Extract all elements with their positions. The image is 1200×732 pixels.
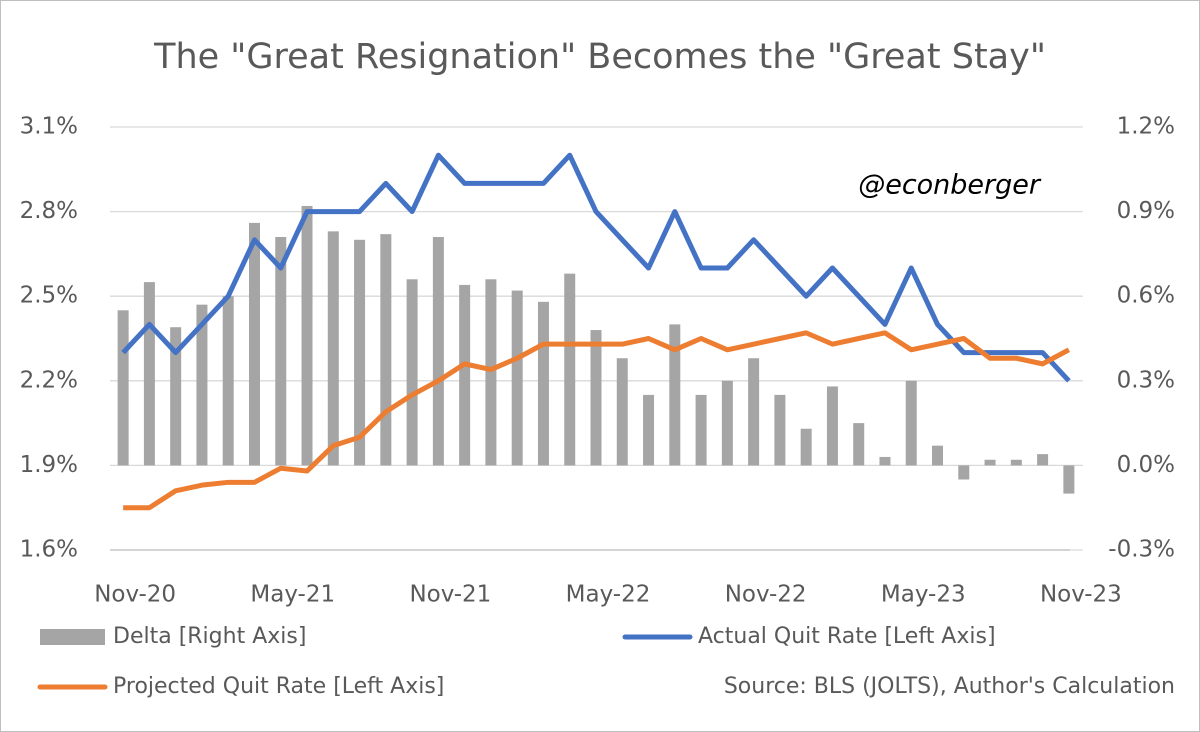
bar [196,304,208,466]
x-tick-label: May-21 [250,582,335,608]
bar [826,386,838,466]
bar [459,284,471,466]
bar [879,456,891,466]
bar [669,324,681,466]
bar [774,394,786,466]
bar [354,239,366,466]
bar [301,205,313,466]
y2-tick-label: 0.6% [1117,283,1175,309]
bar [327,231,339,466]
bar [564,273,576,466]
bar [695,394,707,466]
bar [143,282,155,466]
legend-label: Projected Quit Rate [Left Axis] [113,674,444,699]
line-series [123,330,1071,511]
x-tick-label: May-23 [881,582,966,608]
bar [432,236,444,466]
y-tick-label: 1.9% [20,452,78,478]
y2-tick-label: 0.3% [1117,367,1175,393]
bar [537,301,549,466]
bar [905,380,917,466]
bar [853,423,865,466]
bar [932,445,944,466]
bar [406,279,418,466]
bar [616,358,628,466]
legend-label: Actual Quit Rate [Left Axis] [698,624,996,649]
y-tick-label: 3.1% [20,114,78,140]
y-tick-label: 2.5% [20,283,78,309]
y2-tick-label: 0.0% [1117,452,1175,478]
chart-title: The "Great Resignation" Becomes the "Gre… [153,37,1046,77]
x-tick-label: Nov-20 [94,582,176,608]
bar [511,290,523,466]
x-tick-label: Nov-22 [725,582,807,608]
bar [748,358,760,466]
bar [248,222,260,466]
y-tick-label: 1.6% [20,537,78,563]
bar [117,310,129,466]
y-tick-label: 2.2% [20,367,78,393]
bar [222,296,234,466]
bar [170,327,182,466]
bar [275,236,287,466]
bar [485,279,497,466]
bar [984,459,996,466]
bar [721,380,733,466]
bar [800,428,812,466]
y-tick-label: 2.8% [20,198,78,224]
bar [380,234,392,466]
line-series [121,152,1071,383]
y2-tick-label: -0.3% [1108,537,1175,563]
legend-swatch [40,629,105,645]
legend-label: Delta [Right Axis] [113,624,306,649]
source-annotation: Source: BLS (JOLTS), Author's Calculatio… [724,674,1175,699]
bar [590,330,602,466]
y2-tick-label: 0.9% [1117,198,1175,224]
x-tick-label: May-22 [566,582,651,608]
y2-tick-label: 1.2% [1117,114,1175,140]
handle-annotation: @econberger [858,170,1042,201]
bar [958,465,970,480]
x-tick-label: Nov-21 [409,582,491,608]
bar [643,394,655,466]
bar [1037,454,1049,466]
x-tick-label: Nov-23 [1040,582,1122,608]
bar [1010,459,1022,466]
bar [1063,465,1075,494]
